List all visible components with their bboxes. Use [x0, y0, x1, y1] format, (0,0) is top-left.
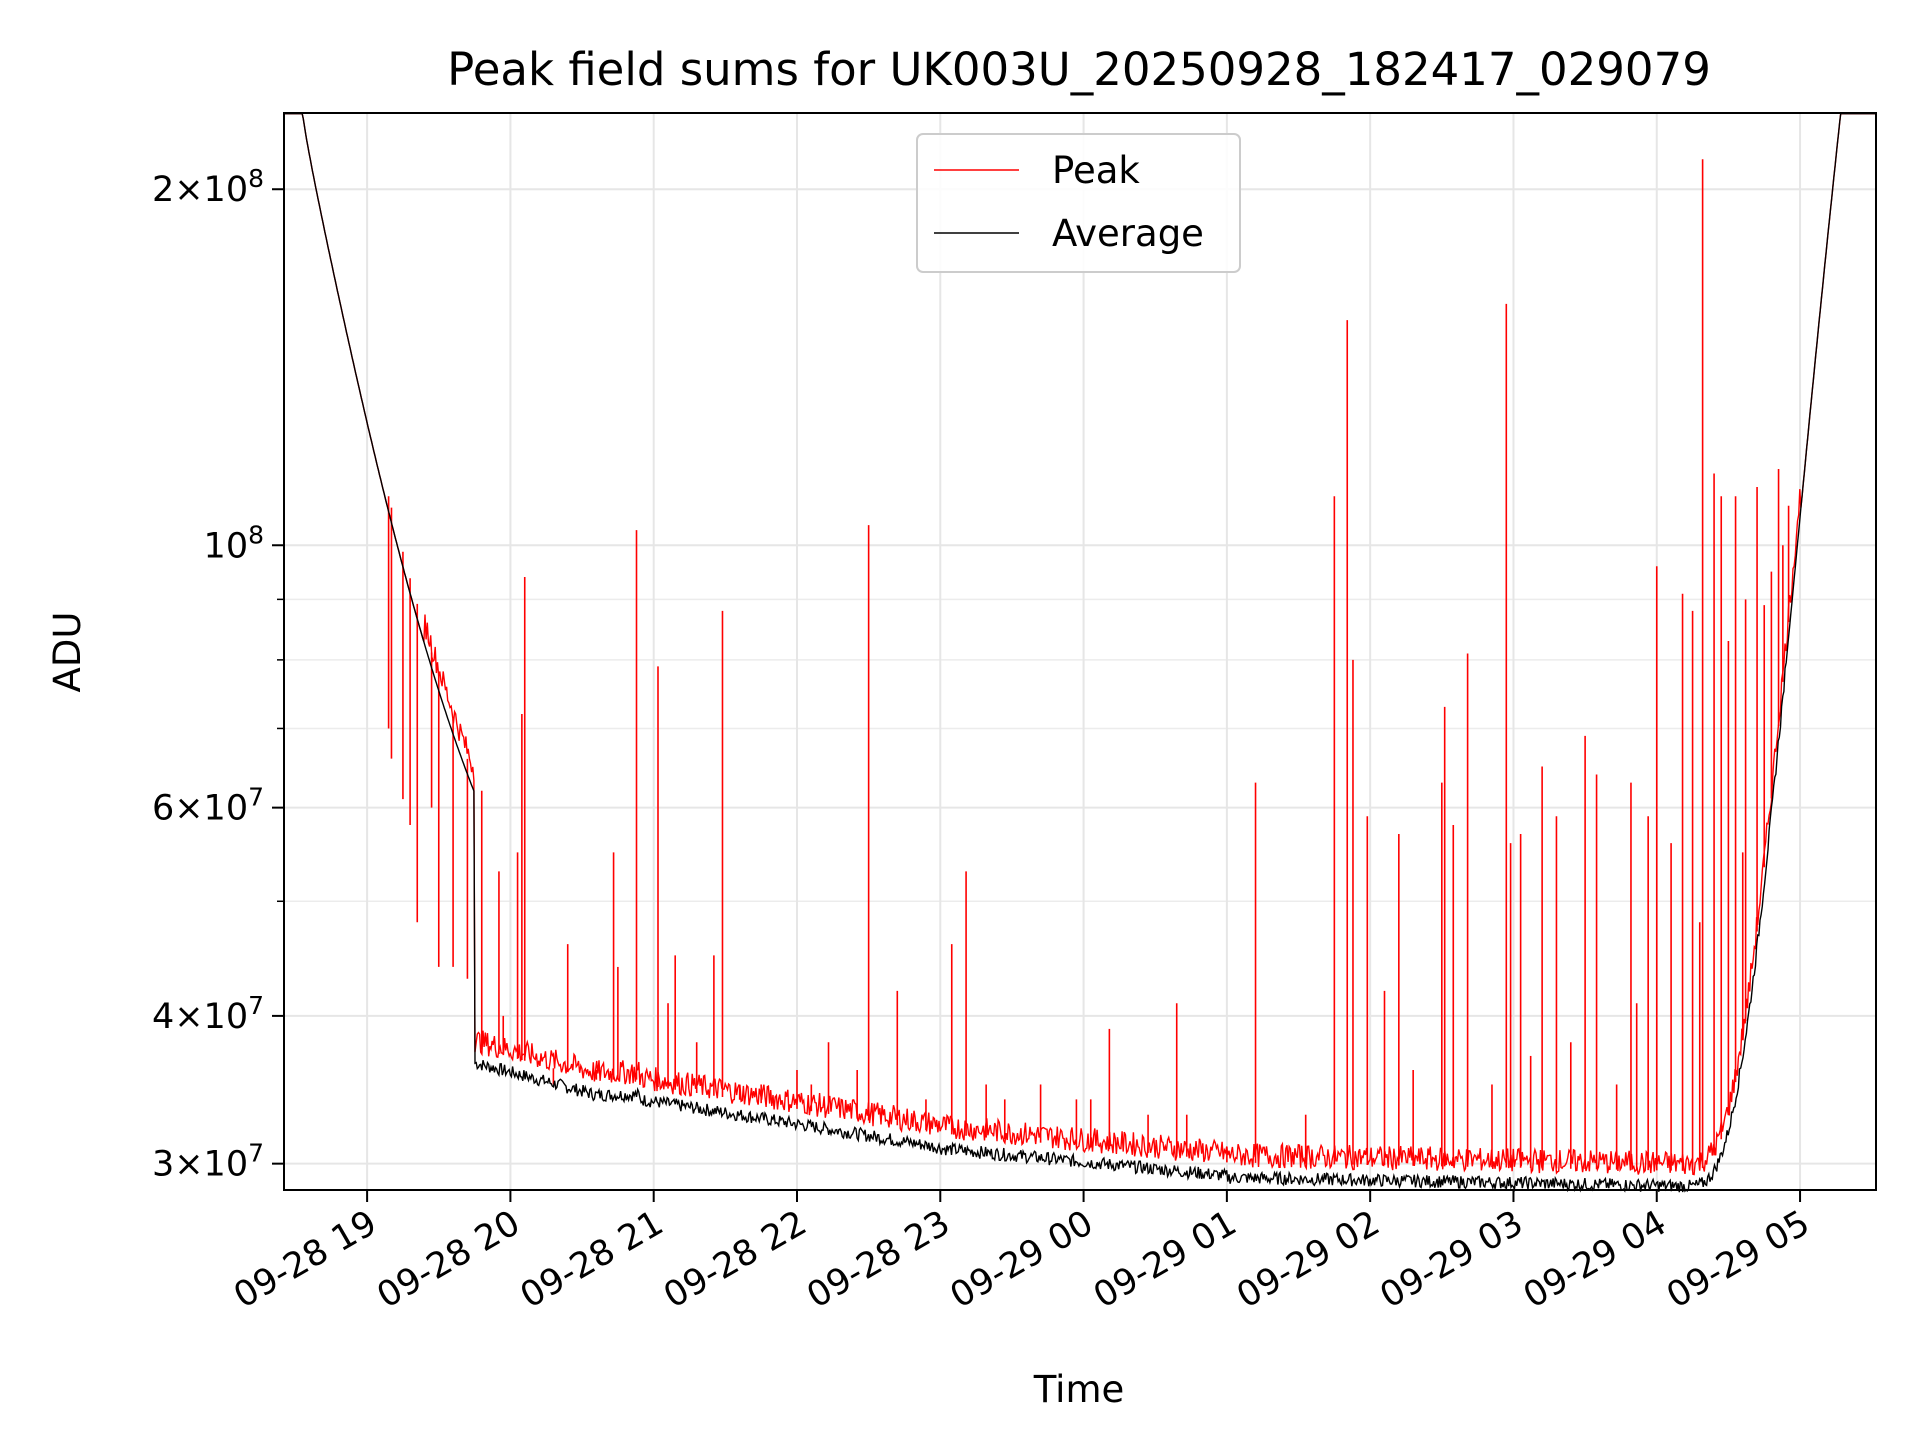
chart-title: Peak field sums for UK003U_20250928_1824…	[447, 43, 1711, 96]
plot-frame	[283, 112, 1877, 1191]
series-layer	[284, 112, 1876, 1193]
y-axis-label: ADU	[46, 612, 89, 693]
legend: Peak Average	[916, 133, 1241, 273]
y-tick-label: 6×107	[152, 783, 264, 829]
peak-series-line	[284, 112, 1876, 1176]
peak-spikes	[387, 159, 1790, 1171]
legend-box	[916, 133, 1241, 273]
legend-peak-label: Peak	[1052, 149, 1140, 192]
x-axis-label: Time	[1033, 1368, 1125, 1411]
y-tick-label: 4×107	[152, 991, 264, 1037]
y-tick-label: 2×108	[152, 164, 264, 210]
legend-average-label: Average	[1052, 212, 1204, 255]
y-tick-label: 108	[204, 520, 264, 566]
y-tick-label: 3×107	[152, 1139, 264, 1185]
average-series-line	[284, 112, 1876, 1193]
